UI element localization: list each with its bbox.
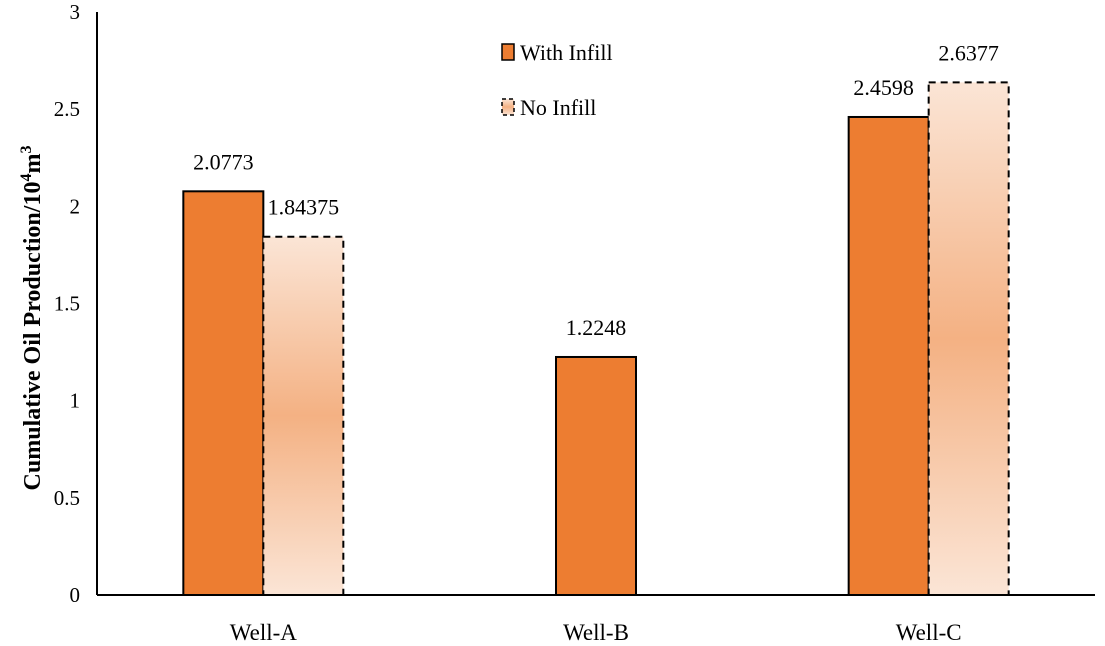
bar-no-infill-well-a: [262, 235, 345, 597]
x-category-label: Well-A: [230, 620, 298, 645]
data-label: 2.6377: [938, 40, 999, 65]
legend-label-with-infill: With Infill: [520, 40, 613, 65]
bar-with-infill-well-c: [847, 115, 930, 596]
bars: [182, 81, 1010, 597]
bar-with-infill-well-a: [182, 190, 265, 596]
y-axis-title-mid: m: [20, 154, 46, 174]
legend-swatch-no-infill: [501, 98, 515, 116]
bar-no-infill-well-c: [927, 81, 1010, 596]
y-tick-label: 1.5: [54, 292, 80, 316]
y-axis-title-sup2: 3: [18, 146, 35, 154]
data-label: 2.0773: [193, 149, 254, 174]
bar-with-infill-well-b: [555, 355, 637, 596]
y-tick-label: 3: [70, 0, 81, 24]
y-axis-title-sup1: 4: [18, 174, 35, 182]
data-label: 2.4598: [853, 75, 914, 100]
data-label: 1.2248: [566, 315, 627, 340]
y-tick-label: 0.5: [54, 486, 80, 510]
x-category-label: Well-C: [896, 620, 962, 645]
y-tick-label: 2: [70, 194, 81, 218]
legend-swatch-with-infill: [501, 43, 515, 61]
y-axis-title: Cumulative Oil Production/104m3: [18, 146, 46, 491]
data-labels: 2.0773 1.84375 1.2248 2.4598 2.6377: [193, 40, 999, 340]
x-category-label: Well-B: [563, 620, 629, 645]
y-tick-label: 1: [70, 389, 81, 413]
data-label: 1.84375: [268, 195, 340, 220]
y-ticks: 0 0.5 1 1.5 2 2.5 3: [54, 0, 80, 607]
legend: With Infill No Infill: [501, 40, 613, 120]
y-tick-label: 2.5: [54, 97, 80, 121]
y-tick-label: 0: [70, 583, 81, 607]
y-axis-title-main: Cumulative Oil Production/10: [20, 182, 46, 491]
category-labels: Well-A Well-B Well-C: [230, 620, 962, 645]
legend-label-no-infill: No Infill: [520, 95, 596, 120]
